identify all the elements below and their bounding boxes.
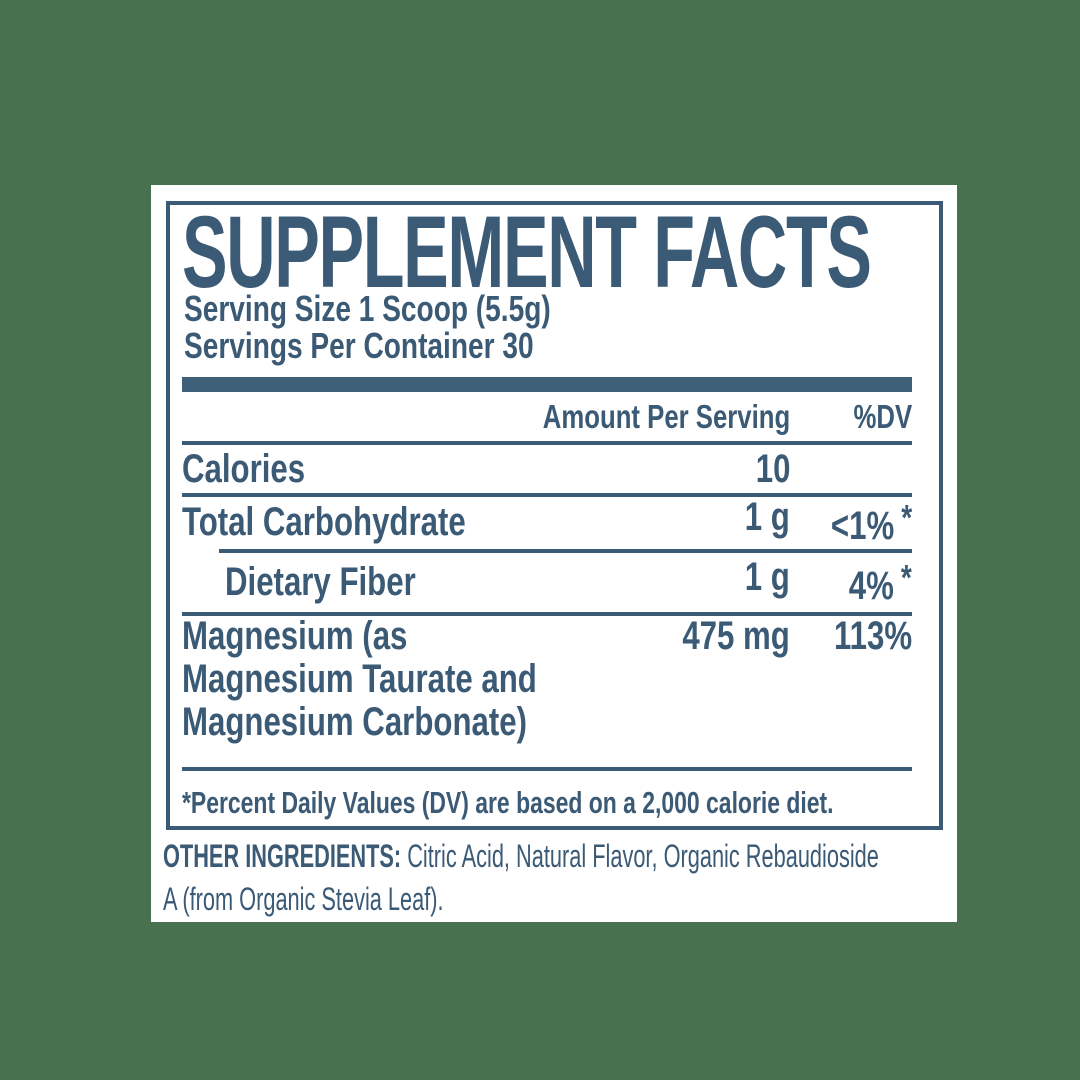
row-total-carbohydrate: Total Carbohydrate 1 g <1% *	[182, 495, 912, 549]
nutrient-dv: 4% *	[831, 557, 912, 615]
divider-rule	[182, 441, 912, 445]
thick-divider-bar	[182, 377, 912, 392]
serving-size-text: Serving Size 1 Scoop (5.5g)	[184, 288, 551, 329]
supplement-facts-box: SUPPLEMENT FACTS Serving Size 1 Scoop (5…	[166, 201, 943, 830]
serving-size-line: Serving Size 1 Scoop (5.5g)	[184, 289, 654, 329]
column-header-amount: Amount Per Serving	[542, 398, 790, 435]
nutrient-dv: <1% *	[808, 497, 912, 553]
supplement-facts-title: SUPPLEMENT FACTS	[182, 195, 872, 309]
nutrient-name: Dietary Fiber	[225, 560, 416, 604]
daily-value-asterisk: *	[901, 557, 912, 598]
nutrient-name: Calories	[182, 447, 306, 491]
nutrient-amount: 10	[755, 447, 790, 491]
other-ingredients-line: OTHER INGREDIENTS: Citric Acid, Natural …	[163, 838, 879, 874]
daily-value-footnote: *Percent Daily Values (DV) are based on …	[182, 785, 834, 820]
nutrient-amount: 1 g	[744, 495, 790, 539]
divider-rule	[182, 612, 912, 616]
supplement-label-panel: SUPPLEMENT FACTS Serving Size 1 Scoop (5…	[151, 185, 957, 922]
nutrient-name: Total Carbohydrate	[182, 500, 466, 544]
divider-rule	[182, 493, 912, 497]
nutrient-dv: 113%	[833, 614, 912, 658]
daily-value-asterisk: *	[901, 497, 912, 538]
column-header-row: Amount Per Serving %DV	[182, 399, 912, 435]
other-ingredients: OTHER INGREDIENTS: Citric Acid, Natural …	[163, 835, 953, 921]
divider-rule	[182, 767, 912, 771]
supplement-facts-content: SUPPLEMENT FACTS Serving Size 1 Scoop (5…	[170, 195, 939, 826]
nutrient-amount: 475 mg	[682, 614, 790, 658]
other-ingredients-line: A (from Organic Stevia Leaf).	[163, 881, 444, 917]
row-dietary-fiber: Dietary Fiber 1 g 4% *	[182, 554, 912, 610]
servings-per-container-text: Servings Per Container 30	[184, 325, 534, 366]
indented-divider-rule	[219, 549, 912, 553]
column-header-dv: %DV	[853, 398, 912, 435]
other-ingredients-lead: OTHER INGREDIENTS:	[163, 838, 402, 874]
nutrient-name: Magnesium (as Magnesium Taurate and Magn…	[182, 614, 537, 744]
nutrient-amount: 1 g	[744, 555, 790, 599]
row-calories: Calories 10	[182, 445, 912, 493]
servings-per-container-line: Servings Per Container 30	[184, 326, 632, 366]
